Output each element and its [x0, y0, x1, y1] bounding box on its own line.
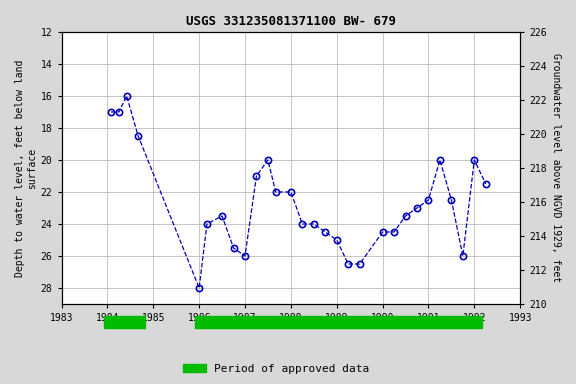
Bar: [104, 316, 146, 328]
Legend: Period of approved data: Period of approved data: [179, 359, 374, 379]
Y-axis label: Groundwater level above NGVD 1929, feet: Groundwater level above NGVD 1929, feet: [551, 53, 561, 283]
Bar: [195, 316, 482, 328]
Title: USGS 331235081371100 BW- 679: USGS 331235081371100 BW- 679: [186, 15, 396, 28]
Y-axis label: Depth to water level, feet below land
surface: Depth to water level, feet below land su…: [15, 59, 37, 276]
